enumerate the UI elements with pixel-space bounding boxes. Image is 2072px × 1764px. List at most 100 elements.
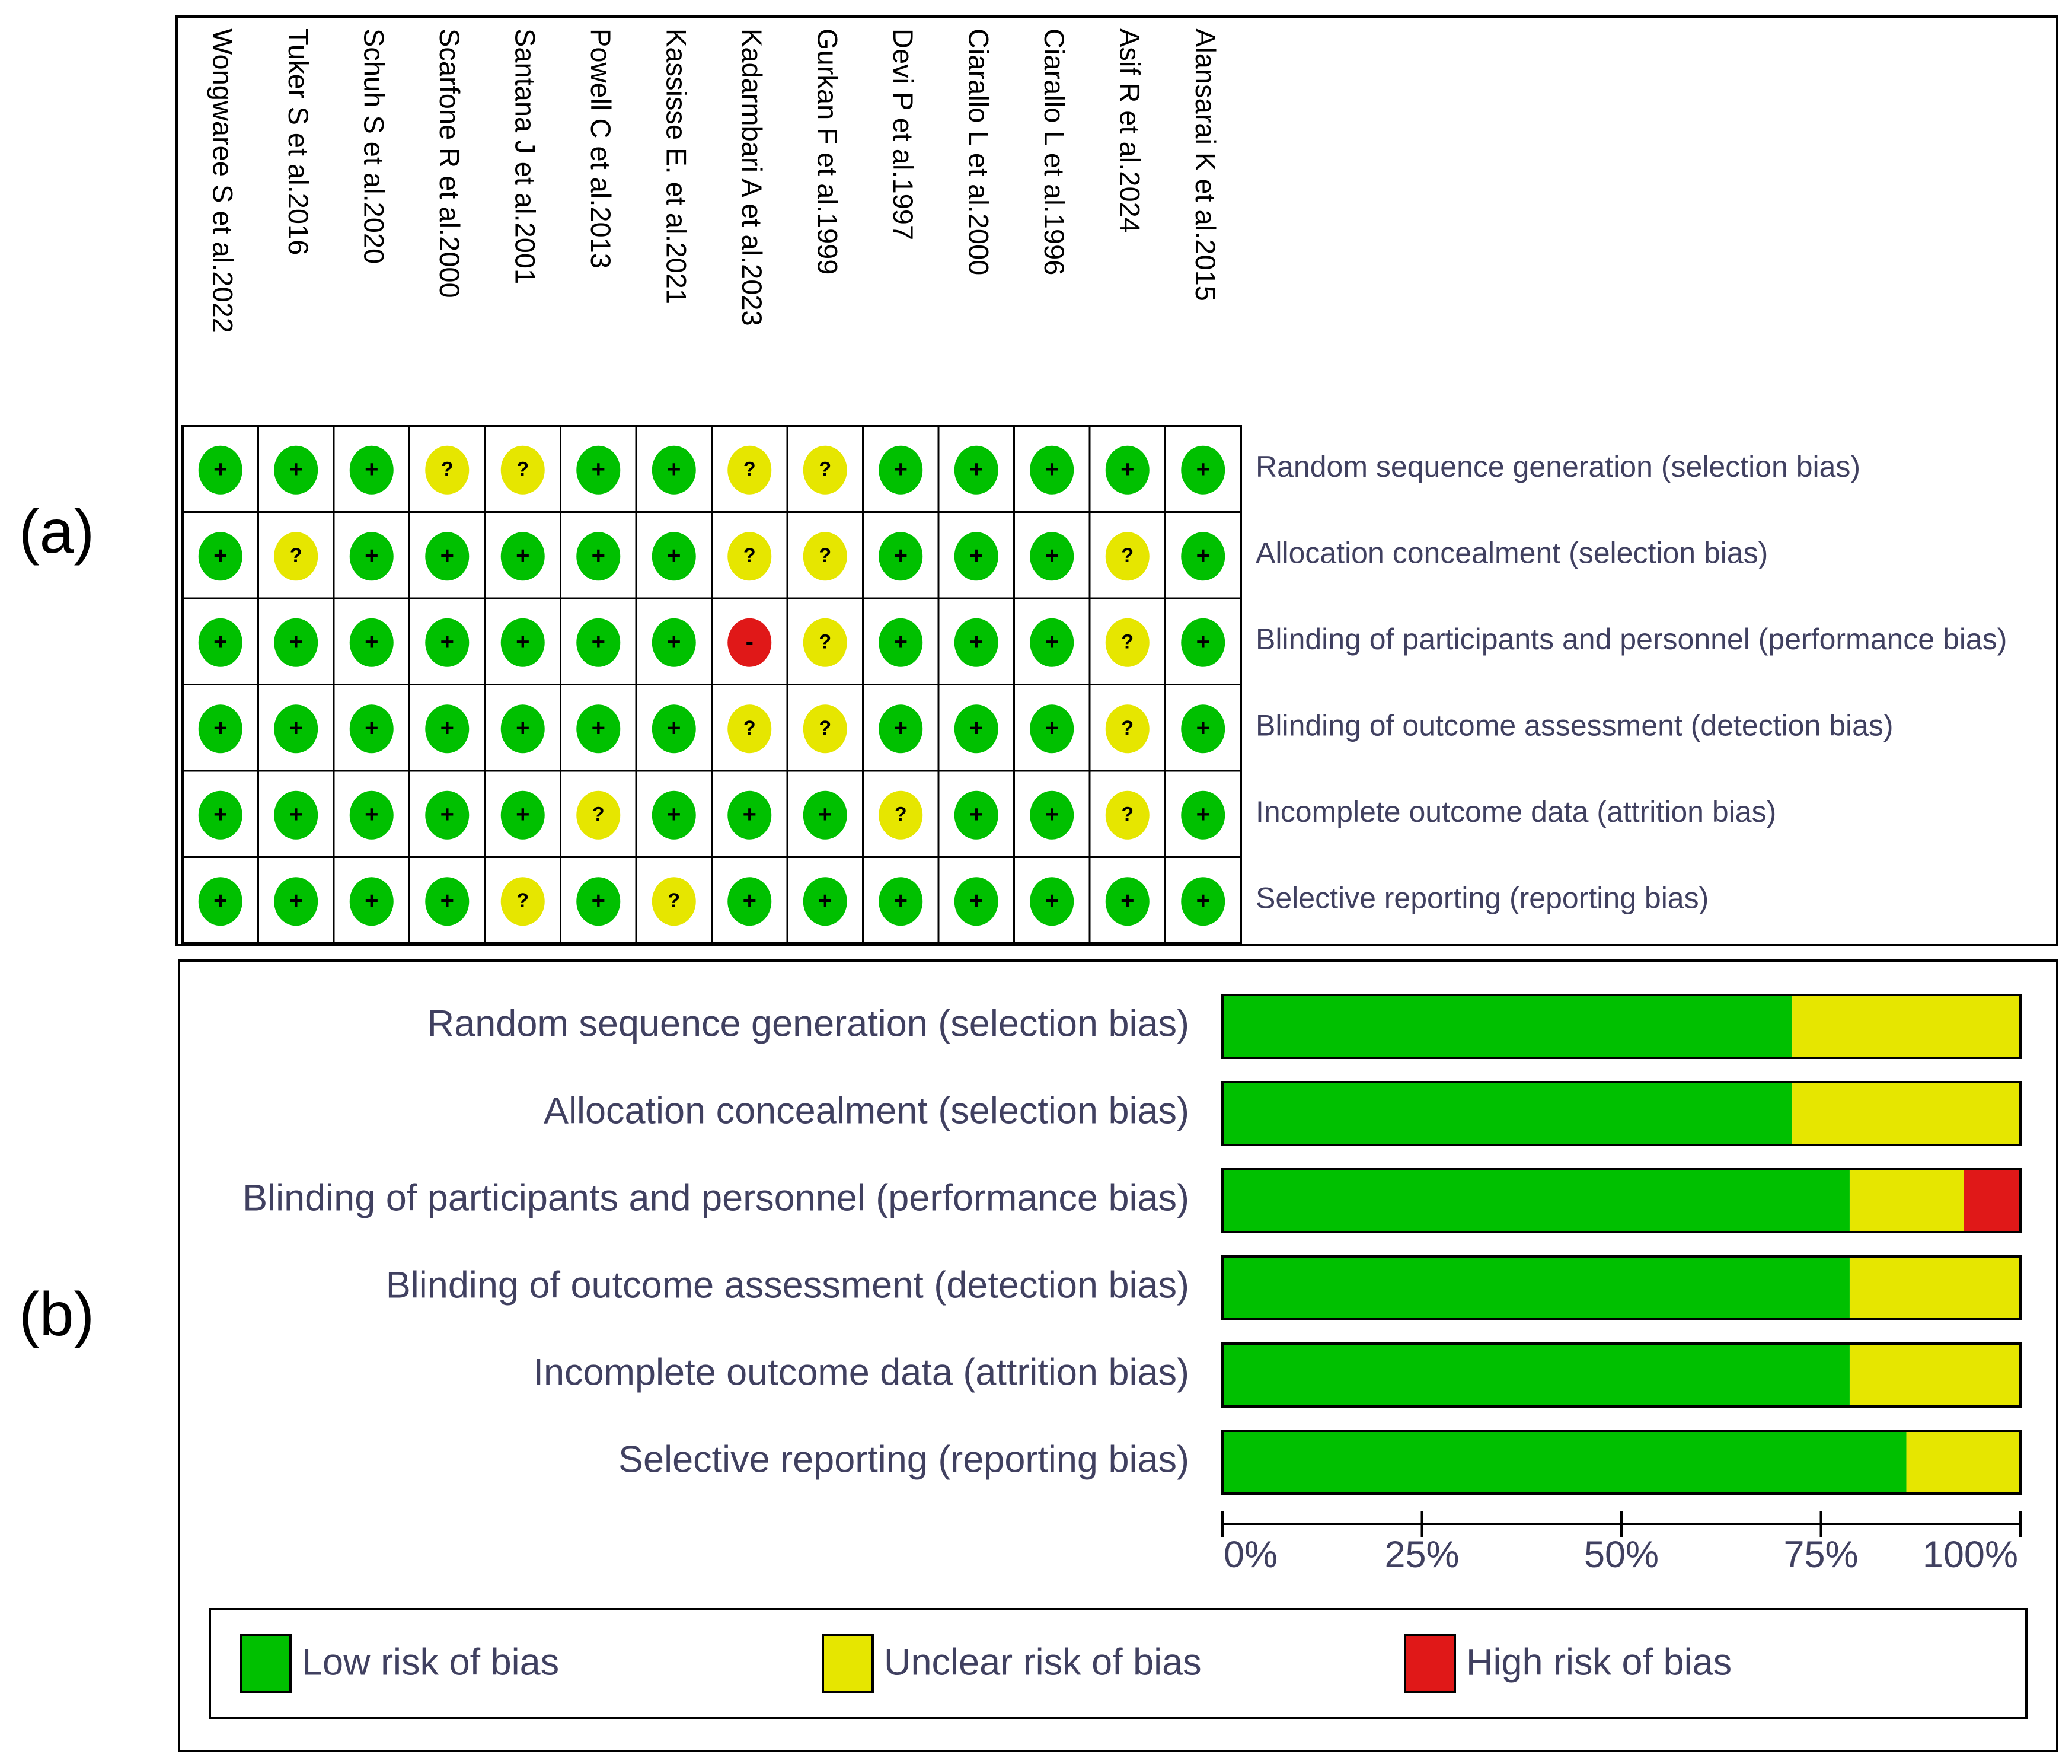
low-risk-dot: + [274,790,318,840]
unclear-risk-dot: ? [1105,790,1150,840]
judgement-symbol: ? [668,889,680,912]
judgement-symbol: + [213,629,227,655]
summary-dots: + + +?? + +?? + + + + + +? + + + + +?? + + +? + + + + + + + + -? + + +… [198,445,1225,926]
judgement-symbol: ? [1121,803,1134,826]
low-risk-dot: + [274,445,318,495]
judgement-symbol: + [440,543,454,569]
study-label: Devi P et al.1997 [887,28,919,240]
low-risk-dot: + [803,790,847,840]
judgement-symbol: ? [516,889,529,912]
unclear-risk-dot: ? [1105,618,1150,667]
judgement-symbol: + [1120,456,1134,482]
domain-label: Selective reporting (reporting bias) [1256,881,1709,914]
unclear-risk-dot: ? [803,532,847,581]
low-risk-dot: + [879,618,923,667]
bar-category-label: Blinding of participants and personnel (… [242,1178,1189,1219]
judgement-symbol: + [667,456,681,482]
judgement-symbol: + [1196,456,1210,482]
low-risk-dot: + [274,618,318,667]
legend-item: Unclear risk of bias [822,1634,1202,1693]
low-risk-dot: + [1030,618,1074,667]
study-labels: Wongwaree S et al.2022 Tuker S et al.2016… [207,28,1221,333]
low-risk-dot: + [1181,445,1225,495]
judgement-symbol: ? [895,803,907,826]
low-risk-dot: + [500,704,545,754]
bar-outline [1221,1168,2022,1233]
summary-grid [181,425,1242,945]
judgement-symbol: ? [441,458,454,481]
judgement-symbol: ? [819,631,831,653]
low-risk-dot: + [274,704,318,754]
judgement-symbol: + [516,543,529,569]
judgement-symbol: ? [743,458,756,481]
judgement-symbol: + [1045,715,1059,741]
unclear-risk-dot: ? [727,532,772,581]
legend-items: Low risk of bias Unclear risk of bias High… [240,1634,1732,1693]
low-risk-dot: + [1030,532,1074,581]
unclear-risk-dot: ? [576,790,621,840]
judgement-symbol: + [1045,456,1059,482]
summary-frame [175,15,2058,946]
judgement-symbol: + [213,715,227,741]
bar-segment [1849,1169,1964,1232]
x-tick-label: 25% [1384,1534,1459,1575]
judgement-symbol: + [667,629,681,655]
judgement-symbol: + [365,801,378,827]
low-risk-dot: + [198,790,242,840]
study-label: Ciarallo L et al.2000 [963,28,994,275]
judgement-symbol: + [516,715,529,741]
low-risk-dot: + [652,532,696,581]
low-risk-dot: + [198,532,242,581]
legend: Low risk of bias Unclear risk of bias High… [209,1608,2028,1719]
low-risk-dot: + [349,790,394,840]
bar-segment [1849,1344,2020,1406]
risk-of-bias-graph: Random sequence generation (selection bi… [178,959,2058,1752]
x-axis: 0% 25% 50% 75% 100% [1221,1511,2022,1575]
low-risk-dot: + [500,618,545,667]
bar-category-label: Selective reporting (reporting bias) [618,1439,1189,1481]
low-risk-dot: + [425,877,470,926]
bar-segment [1792,1082,2020,1145]
low-risk-dot: + [198,877,242,926]
judgement-symbol: + [1045,801,1059,827]
low-risk-dot: + [198,445,242,495]
judgement-symbol: + [969,715,983,741]
low-risk-dot: + [879,445,923,495]
bar-outline [1221,1342,2022,1408]
judgement-symbol: + [818,888,832,914]
study-label: Gurkan F et al.1999 [812,28,843,275]
low-risk-dot: + [500,532,545,581]
judgement-symbol: ? [516,458,529,481]
low-risk-dot: + [1181,790,1225,840]
domain-label: Blinding of participants and personnel (… [1256,623,2007,656]
low-risk-dot: + [727,877,772,926]
judgement-symbol: + [818,801,832,827]
low-risk-dot: + [425,618,470,667]
judgement-symbol: ? [819,544,831,567]
low-risk-dot: + [425,532,470,581]
low-risk-dot: + [652,445,696,495]
stacked-bars [1221,994,2022,1495]
judgement-symbol: ? [743,544,756,567]
unclear-risk-dot: ? [1105,704,1150,754]
legend-label: Low risk of bias [302,1642,559,1683]
judgement-symbol: + [213,543,227,569]
judgement-symbol: ? [1121,717,1134,739]
bar-segment [1222,1344,1850,1406]
domain-label: Incomplete outcome data (attrition bias) [1256,795,1776,828]
judgement-symbol: ? [592,803,605,826]
low-risk-dot: + [1030,877,1074,926]
x-tick-label: 100% [1923,1534,2018,1575]
judgement-symbol: + [592,629,605,655]
bar-segment [1222,1082,1793,1145]
low-risk-dot: + [1030,790,1074,840]
judgement-symbol: + [289,715,303,741]
low-risk-dot: + [954,790,998,840]
domain-label: Allocation concealment (selection bias) [1256,536,1768,569]
judgement-symbol: + [1120,888,1134,914]
judgement-symbol: ? [743,717,756,739]
judgement-symbol: + [1196,543,1210,569]
low-risk-dot: + [425,790,470,840]
unclear-risk-dot: ? [727,704,772,754]
